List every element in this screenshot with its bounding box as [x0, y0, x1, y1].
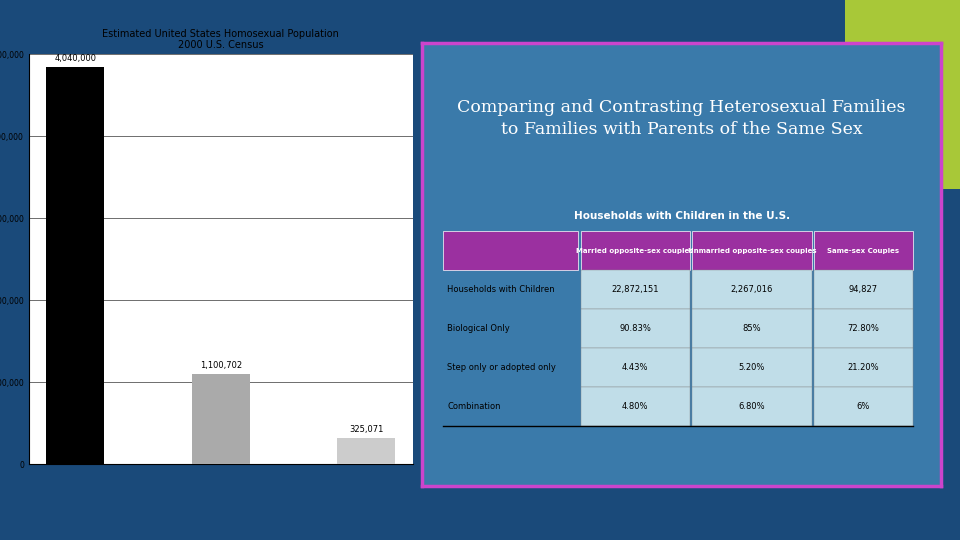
FancyBboxPatch shape	[692, 387, 812, 426]
Legend: Estimated
Homosexual/lesbian
Population, Homosexuals/lesbians
living in partnere: Estimated Homosexual/lesbian Population,…	[669, 66, 774, 145]
FancyBboxPatch shape	[814, 232, 913, 271]
Bar	[46, 67, 105, 464]
FancyBboxPatch shape	[814, 387, 913, 426]
Text: 2,267,016: 2,267,016	[731, 285, 773, 294]
Text: Biological Only: Biological Only	[447, 325, 510, 333]
FancyBboxPatch shape	[581, 271, 690, 309]
Bar	[337, 438, 396, 464]
FancyBboxPatch shape	[581, 232, 690, 271]
Text: 1,100,702: 1,100,702	[200, 361, 242, 370]
FancyBboxPatch shape	[692, 232, 812, 271]
Text: 4.43%: 4.43%	[622, 363, 648, 372]
Text: Married opposite-sex couples: Married opposite-sex couples	[576, 248, 694, 254]
Text: Step only or adopted only: Step only or adopted only	[447, 363, 556, 372]
Text: Comparing and Contrasting Heterosexual Families
to Families with Parents of the : Comparing and Contrasting Heterosexual F…	[457, 99, 906, 138]
Text: Households with Children in the U.S.: Households with Children in the U.S.	[573, 211, 790, 221]
Text: 325,071: 325,071	[349, 424, 383, 434]
FancyBboxPatch shape	[581, 387, 690, 426]
Text: 5.20%: 5.20%	[738, 363, 765, 372]
Text: Households with Children: Households with Children	[447, 285, 555, 294]
Text: 6.80%: 6.80%	[738, 402, 765, 411]
Text: Same-sex Couples: Same-sex Couples	[828, 248, 900, 254]
Text: 85%: 85%	[742, 325, 761, 333]
FancyBboxPatch shape	[581, 309, 690, 348]
Text: 22,872,151: 22,872,151	[612, 285, 659, 294]
Text: 90.83%: 90.83%	[619, 325, 651, 333]
Text: 72.80%: 72.80%	[848, 325, 879, 333]
FancyBboxPatch shape	[814, 309, 913, 348]
FancyBboxPatch shape	[581, 348, 690, 387]
FancyBboxPatch shape	[692, 271, 812, 309]
Text: 4,040,000: 4,040,000	[55, 54, 96, 63]
Text: 4.80%: 4.80%	[622, 402, 648, 411]
FancyBboxPatch shape	[814, 348, 913, 387]
Text: Combination: Combination	[447, 402, 501, 411]
FancyBboxPatch shape	[692, 348, 812, 387]
Title: Estimated United States Homosexual Population
2000 U.S. Census: Estimated United States Homosexual Popul…	[103, 29, 339, 50]
FancyBboxPatch shape	[444, 232, 579, 271]
FancyBboxPatch shape	[814, 271, 913, 309]
Text: Unmarried opposite-sex couples: Unmarried opposite-sex couples	[687, 248, 816, 254]
FancyBboxPatch shape	[692, 309, 812, 348]
Bar	[192, 374, 250, 464]
Text: 94,827: 94,827	[849, 285, 877, 294]
Text: 21.20%: 21.20%	[848, 363, 879, 372]
Text: 6%: 6%	[856, 402, 870, 411]
